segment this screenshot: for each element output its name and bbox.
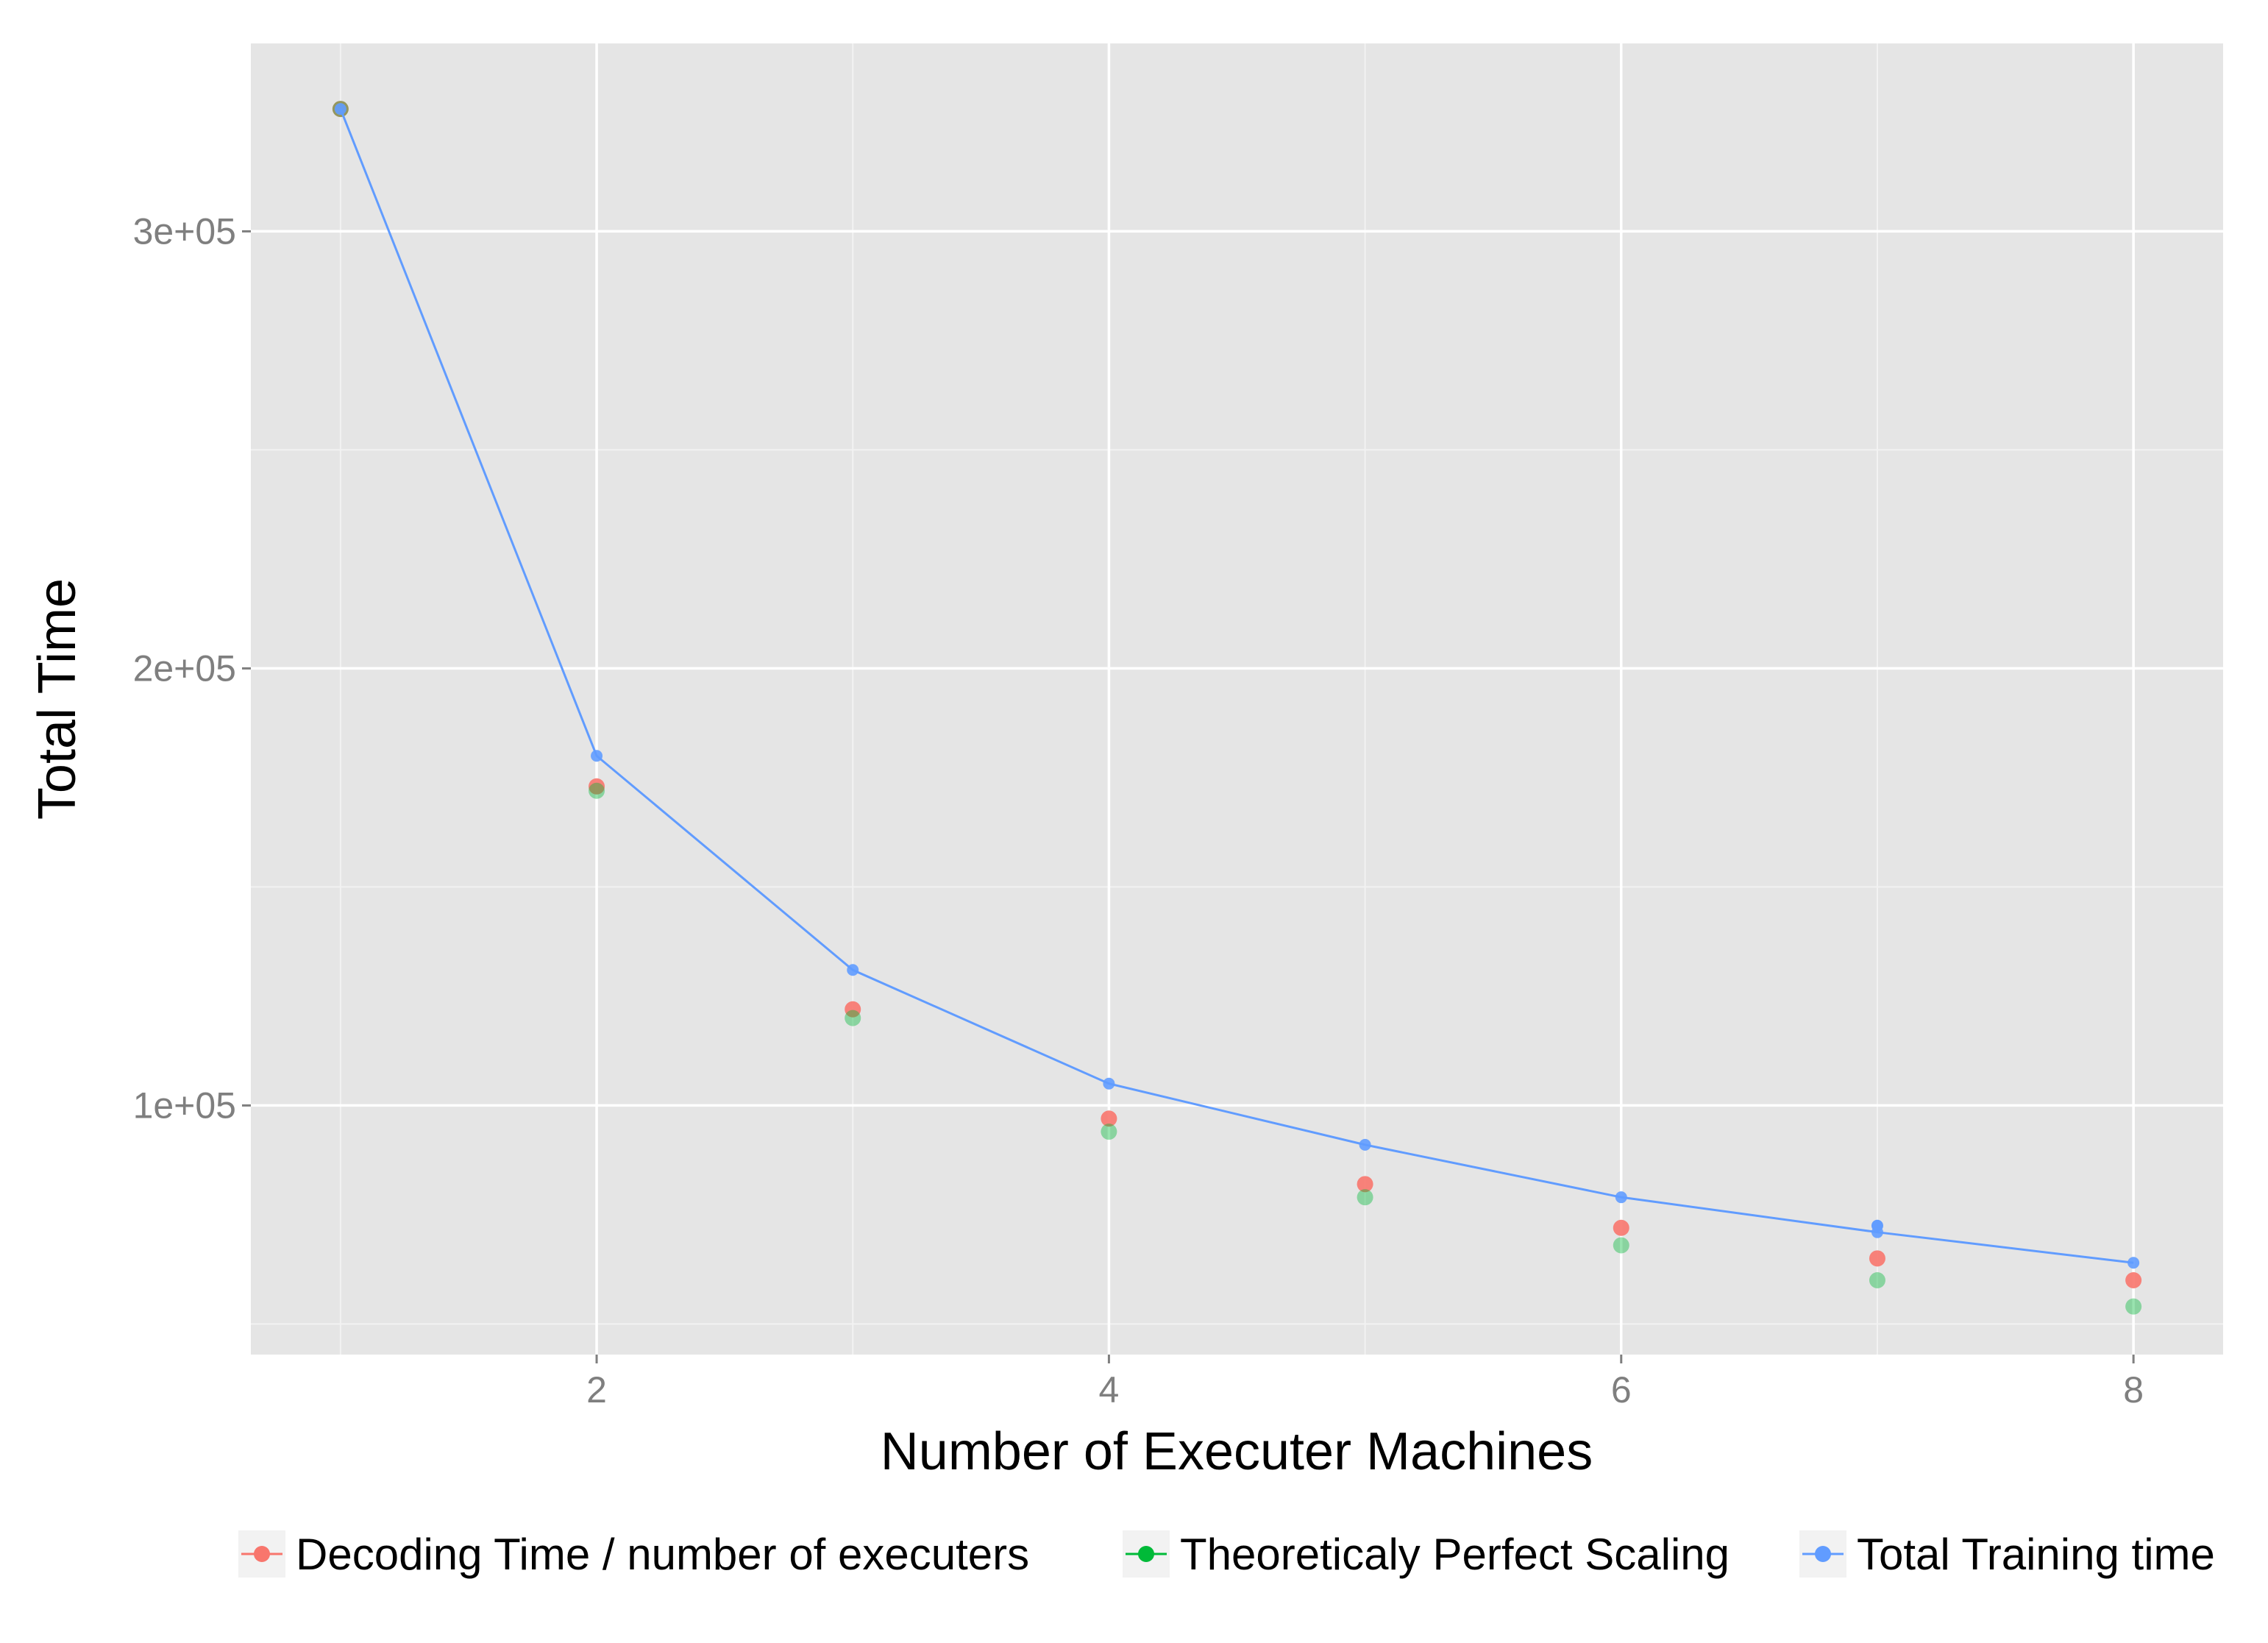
series-line xyxy=(339,108,2134,1264)
series-layer xyxy=(332,101,2142,1315)
data-point xyxy=(1359,1138,1371,1151)
legend-label: Theoreticaly Perfect Scaling xyxy=(1180,1530,1730,1579)
data-point xyxy=(1101,1124,1117,1140)
data-point xyxy=(1613,1237,1629,1254)
data-point xyxy=(334,103,346,116)
series-0 xyxy=(332,101,2142,1289)
x-tick-label: 4 xyxy=(1099,1369,1120,1410)
legend-item-0: Decoding Time / number of executers xyxy=(238,1530,1029,1579)
data-point xyxy=(845,1009,861,1026)
y-axis: 1e+05 2e+05 3e+05 xyxy=(133,210,251,1126)
data-point xyxy=(2125,1272,2142,1289)
data-point xyxy=(847,964,859,976)
series-2 xyxy=(334,103,2140,1269)
data-point xyxy=(589,778,605,795)
data-point xyxy=(1615,1191,1627,1204)
legend-item-2: Total Training time xyxy=(1799,1530,2215,1579)
data-point xyxy=(1101,1110,1117,1127)
data-point xyxy=(589,782,605,799)
data-point xyxy=(845,1001,861,1018)
legend-label: Total Training time xyxy=(1857,1530,2215,1579)
data-point xyxy=(1869,1272,1885,1289)
y-axis-title: Total Time xyxy=(28,578,87,820)
y-tick-label: 1e+05 xyxy=(133,1085,236,1126)
data-point xyxy=(1871,1219,1883,1232)
grid-major xyxy=(251,43,2223,1355)
y-tick-label: 2e+05 xyxy=(133,647,236,689)
data-point xyxy=(1103,1077,1115,1090)
legend-key-point xyxy=(1138,1546,1154,1562)
x-tick-label: 6 xyxy=(1611,1369,1632,1410)
x-tick-label: 8 xyxy=(2123,1369,2144,1410)
legend-label: Decoding Time / number of executers xyxy=(296,1530,1029,1579)
data-point xyxy=(2127,1257,2140,1269)
y-tick-label: 3e+05 xyxy=(133,210,236,252)
data-point xyxy=(1613,1219,1629,1236)
data-point xyxy=(1869,1250,1885,1267)
plot-panel xyxy=(251,43,2223,1355)
legend-item-1: Theoreticaly Perfect Scaling xyxy=(1123,1530,1730,1579)
x-axis-title: Number of Executer Machines xyxy=(881,1422,1593,1481)
data-point xyxy=(591,750,603,762)
legend-key-point xyxy=(1815,1546,1831,1562)
data-point xyxy=(1357,1189,1373,1206)
legend: Decoding Time / number of executers Theor… xyxy=(238,1530,2215,1579)
x-axis: 2 4 6 8 xyxy=(586,1355,2144,1410)
data-point xyxy=(2125,1298,2142,1315)
legend-key-point xyxy=(254,1546,270,1562)
grid-minor xyxy=(251,43,2223,1355)
data-point xyxy=(1357,1176,1373,1193)
x-tick-label: 2 xyxy=(586,1369,607,1410)
